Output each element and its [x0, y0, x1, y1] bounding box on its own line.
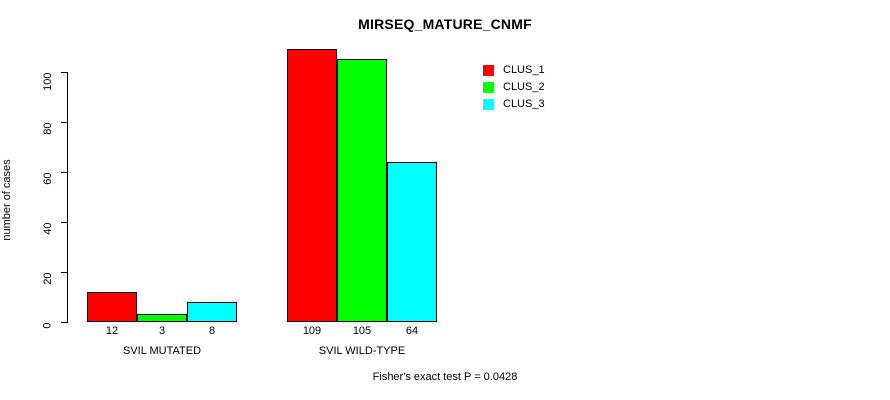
y-axis-tick-label-text: 40 — [41, 222, 54, 235]
bar-clus_3 — [187, 302, 237, 322]
y-axis-tick — [61, 222, 67, 223]
bar-group: 109 105 64 SVIL WILD-TYPE — [287, 49, 437, 357]
legend-item-label: CLUS_2 — [503, 81, 545, 93]
y-axis-tick — [61, 172, 67, 173]
bar-clus_3 — [387, 162, 437, 322]
y-axis-line — [67, 72, 68, 323]
y-axis-tick-label-text: 80 — [41, 122, 54, 135]
legend-color-swatch — [483, 99, 494, 110]
y-axis-title-text: number of cases — [1, 159, 13, 241]
bar-value-label: 12 — [105, 325, 119, 337]
legend-item-label: CLUS_3 — [503, 98, 545, 110]
legend-item: CLUS_1 — [483, 62, 545, 79]
statistical-test-annotation: Fisher's exact test P = 0.0428 — [372, 371, 518, 383]
bar-clus_2 — [137, 314, 187, 322]
bar-value-label: 105 — [352, 325, 372, 337]
y-axis-tick-label-text: 60 — [41, 172, 54, 185]
bar-clus_1 — [87, 292, 137, 322]
bar-clus_1 — [287, 49, 337, 322]
y-axis-tick — [61, 272, 67, 273]
group-axis-label: SVIL MUTATED — [122, 345, 202, 357]
y-axis-tick-label-text: 20 — [41, 272, 54, 285]
bar-group: 12 3 8 SVIL MUTATED — [87, 54, 237, 357]
legend-item: CLUS_2 — [483, 79, 545, 96]
y-axis-title: number of cases — [0, 150, 14, 250]
bar-value-label: 64 — [405, 325, 419, 337]
legend: CLUS_1 CLUS_2 CLUS_3 — [483, 62, 545, 113]
y-axis-tick — [61, 322, 67, 323]
legend-item-label: CLUS_1 — [503, 64, 545, 76]
y-axis-tick-label-text: 0 — [41, 322, 54, 329]
bar-value-label: 8 — [208, 325, 216, 337]
y-axis-tick — [61, 122, 67, 123]
legend-color-swatch — [483, 65, 494, 76]
bar-value-label: 109 — [302, 325, 322, 337]
y-axis-tick — [61, 72, 67, 73]
chart-title: MIRSEQ_MATURE_CNMF — [358, 16, 532, 32]
legend-color-swatch — [483, 82, 494, 93]
bar-clus_2 — [337, 59, 387, 322]
group-axis-label: SVIL WILD-TYPE — [318, 345, 406, 357]
bar-value-label: 3 — [158, 325, 166, 337]
y-axis-tick-label-text: 100 — [41, 72, 54, 91]
legend-item: CLUS_3 — [483, 96, 545, 113]
